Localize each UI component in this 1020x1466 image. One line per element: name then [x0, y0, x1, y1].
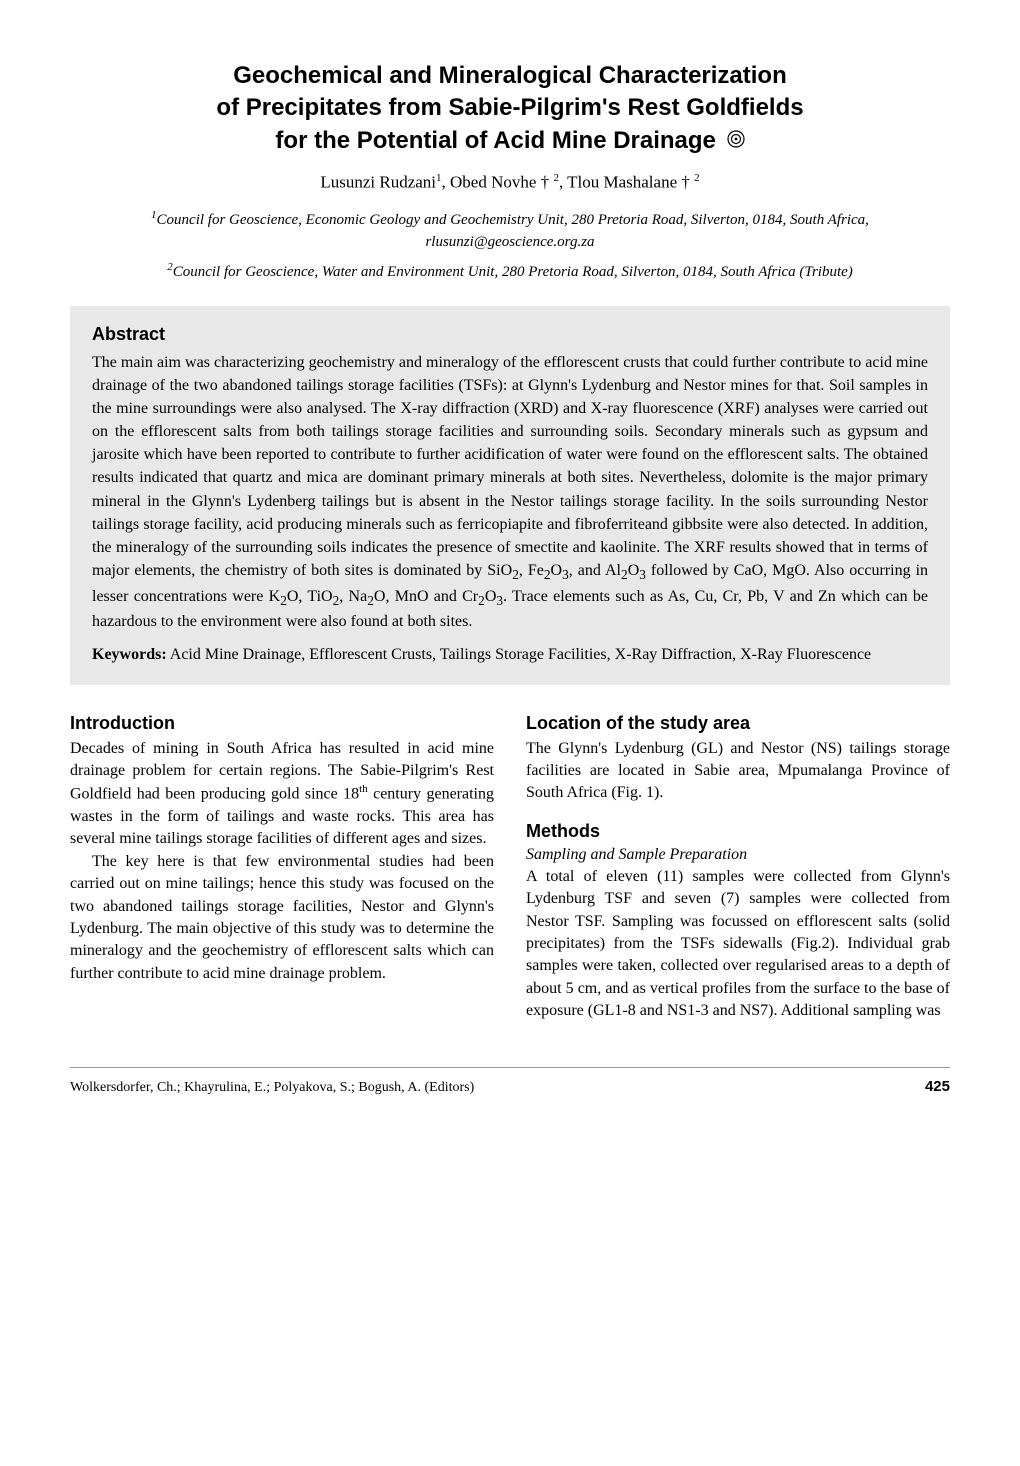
- paper-title: Geochemical and Mineralogical Characteri…: [70, 60, 950, 158]
- introduction-p1: Decades of mining in South Africa has re…: [70, 738, 494, 851]
- two-column-body: Introduction Decades of mining in South …: [70, 713, 950, 1023]
- title-block: Geochemical and Mineralogical Characteri…: [70, 60, 950, 284]
- affiliation-1: 1Council for Geoscience, Economic Geolog…: [70, 208, 950, 254]
- title-line-2: of Precipitates from Sabie-Pilgrim's Res…: [216, 94, 803, 121]
- footer-editors: Wolkersdorfer, Ch.; Khayrulina, E.; Poly…: [70, 1080, 474, 1096]
- footer-page-number: 425: [925, 1078, 950, 1095]
- location-heading: Location of the study area: [526, 713, 950, 734]
- abstract-box: Abstract The main aim was characterizing…: [70, 306, 950, 685]
- abstract-heading: Abstract: [92, 324, 928, 345]
- right-column: Location of the study area The Glynn's L…: [526, 713, 950, 1023]
- introduction-p2: The key here is that few environmental s…: [70, 851, 494, 985]
- methods-heading: Methods: [526, 821, 950, 842]
- title-line-3: for the Potential of Acid Mine Drainage: [275, 127, 715, 154]
- page-footer: Wolkersdorfer, Ch.; Khayrulina, E.; Poly…: [70, 1067, 950, 1096]
- sampling-subheading: Sampling and Sample Preparation: [526, 846, 950, 864]
- keywords-label: Keywords:: [92, 646, 167, 663]
- introduction-heading: Introduction: [70, 713, 494, 734]
- affiliation-2: 2Council for Geoscience, Water and Envir…: [70, 260, 950, 284]
- location-p1: The Glynn's Lydenburg (GL) and Nestor (N…: [526, 738, 950, 805]
- authors-line: Lusunzi Rudzani1, Obed Novhe † 2, Tlou M…: [70, 172, 950, 193]
- abstract-text: The main aim was characterizing geochemi…: [92, 351, 928, 634]
- left-column: Introduction Decades of mining in South …: [70, 713, 494, 1023]
- methods-p1: A total of eleven (11) samples were coll…: [526, 866, 950, 1023]
- keywords-line: Keywords: Acid Mine Drainage, Effloresce…: [92, 643, 928, 666]
- title-line-1: Geochemical and Mineralogical Characteri…: [233, 62, 787, 89]
- target-icon: [727, 125, 745, 157]
- keywords-text: Acid Mine Drainage, Efflorescent Crusts,…: [167, 646, 871, 663]
